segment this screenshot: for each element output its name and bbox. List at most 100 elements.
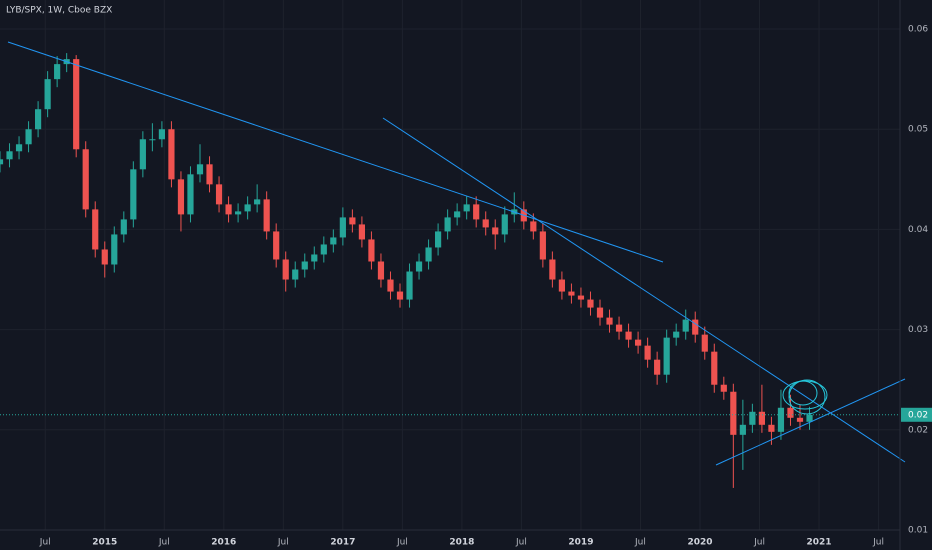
candle-body [254,199,261,205]
x-tick-label: 2017 [330,538,355,548]
candle-body [654,359,661,375]
candle-body [101,249,108,265]
candle-body [796,417,804,422]
candle-body [292,269,299,280]
candle-body [215,184,223,205]
chart-title: LYB/SPX, 1W, Cboe BZX [6,6,112,16]
trend-line [382,117,906,463]
candle-body [415,261,423,272]
candle-body [320,244,327,255]
candle-body [787,407,794,418]
last-price-label: 0.02 [908,410,928,420]
candle-body [235,211,242,215]
candle-body [673,331,680,338]
y-tick-label: 0.04 [908,225,928,235]
candle-body [568,291,575,296]
candle-body [349,217,356,225]
candle-body [44,79,51,110]
candle-body [606,317,613,325]
candle-body [158,129,165,140]
drawings [7,41,906,466]
candle-body [758,411,765,425]
candle-body [301,261,308,270]
candle-body [558,279,565,292]
candle-body [139,139,146,170]
x-tick-label: Jul [277,538,289,548]
candle-body [749,411,756,425]
candle-body [473,204,480,220]
candle-body [377,261,385,280]
x-tick-label: 2020 [687,538,712,548]
candle-body [587,299,594,308]
candle-body [777,407,785,432]
candles [0,53,813,488]
candle-body [549,259,556,280]
candle-body [454,211,461,218]
candle-body [577,295,585,300]
candle-body [0,159,4,165]
trend-line [7,41,664,263]
candle-body [720,384,727,392]
candle-body [692,319,699,335]
y-tick-label: 0.01 [908,526,928,536]
candle-body [35,109,42,130]
candle-body [492,227,499,235]
x-tick-label: 2015 [92,538,117,548]
candle-body [206,164,213,185]
x-tick-label: 2018 [449,538,474,548]
candle-body [396,291,404,300]
y-tick-label: 0.02 [908,425,928,435]
candle-body [663,337,670,375]
candle-body [358,224,365,240]
candle-body [806,414,813,422]
candle-body [330,237,337,245]
candle-body [768,424,775,432]
x-tick-label: Jul [515,538,527,548]
candle-body [539,231,546,260]
candle-body [73,59,80,150]
candle-body [25,129,32,145]
candle-body [482,219,489,228]
candle-body [406,271,413,300]
candle-body [15,144,23,152]
candle-body [273,231,280,260]
candle-body [444,217,451,232]
candle-body [187,174,194,215]
x-tick-label: Jul [753,538,765,548]
candle-body [311,254,318,262]
candle-body [387,279,394,292]
highlight-ellipse [788,380,818,406]
candle-body [6,151,13,160]
x-tick-label: 2016 [211,538,236,548]
candle-body [711,351,718,385]
candle-body [435,231,442,248]
candle-body [225,204,232,215]
y-tick-label: 0.05 [908,125,928,135]
candle-body [682,319,689,332]
highlight-ellipse [788,379,826,415]
x-tick-label: Jul [634,538,646,548]
candle-body [730,391,737,435]
candle-body [244,204,251,212]
candle-body [149,139,156,141]
candle-body [635,339,642,346]
candle-body [54,64,61,80]
y-tick-label: 0.06 [908,25,928,35]
candle-body [339,217,346,238]
candle-body [739,424,746,435]
grid [0,0,900,531]
candle-body [615,324,623,332]
x-tick-label: Jul [158,538,170,548]
candle-body [425,247,432,262]
x-tick-label: Jul [39,538,51,548]
axes: 0.01 0.02 0.03 0.04 0.05 0.06 Jul 2015 Jul 2016 Ju… [0,25,932,548]
x-tick-label: Jul [872,538,884,548]
candle-body [168,129,175,180]
candle-body [501,214,508,235]
y-tick-label: 0.03 [908,325,928,335]
candle-body [130,169,137,220]
candle-body [196,164,204,175]
candle-body [263,199,270,232]
